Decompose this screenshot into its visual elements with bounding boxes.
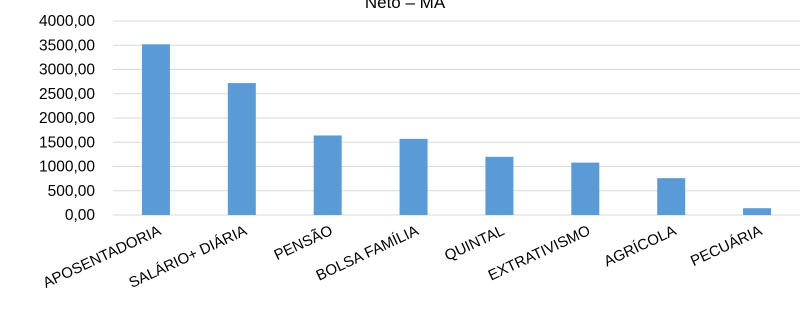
x-tick-label: PECUÁRIA (688, 222, 765, 270)
y-tick-label: 4000,00 (39, 13, 95, 30)
x-tick-label: PENSÃO (272, 222, 336, 264)
y-tick-label: 2500,00 (39, 86, 95, 103)
bars (141, 44, 772, 215)
y-tick-label: 2000,00 (39, 110, 95, 127)
bar (485, 156, 514, 215)
y-tick-label: 500,00 (48, 183, 96, 200)
y-tick-label: 3000,00 (39, 62, 95, 79)
bar (571, 162, 600, 215)
bar (227, 83, 256, 215)
y-tick-label: 1000,00 (39, 159, 95, 176)
chart-title: Neto – MA (365, 0, 446, 12)
bar (313, 135, 342, 215)
bar (399, 138, 428, 215)
gridlines (113, 20, 800, 216)
y-tick-label: 0,00 (65, 207, 96, 224)
bar (743, 208, 772, 215)
y-tick-label: 1500,00 (39, 134, 95, 151)
y-tick-label: 3500,00 (39, 37, 95, 54)
x-tick-label: AGRÍCOLA (601, 222, 678, 270)
bar (141, 44, 170, 215)
x-tick-label: QUINTAL (442, 222, 507, 264)
bar (657, 178, 686, 215)
y-axis: 0,00 500,00 1000,00 1500,00 2000,00 2500,00 30… (39, 13, 95, 224)
